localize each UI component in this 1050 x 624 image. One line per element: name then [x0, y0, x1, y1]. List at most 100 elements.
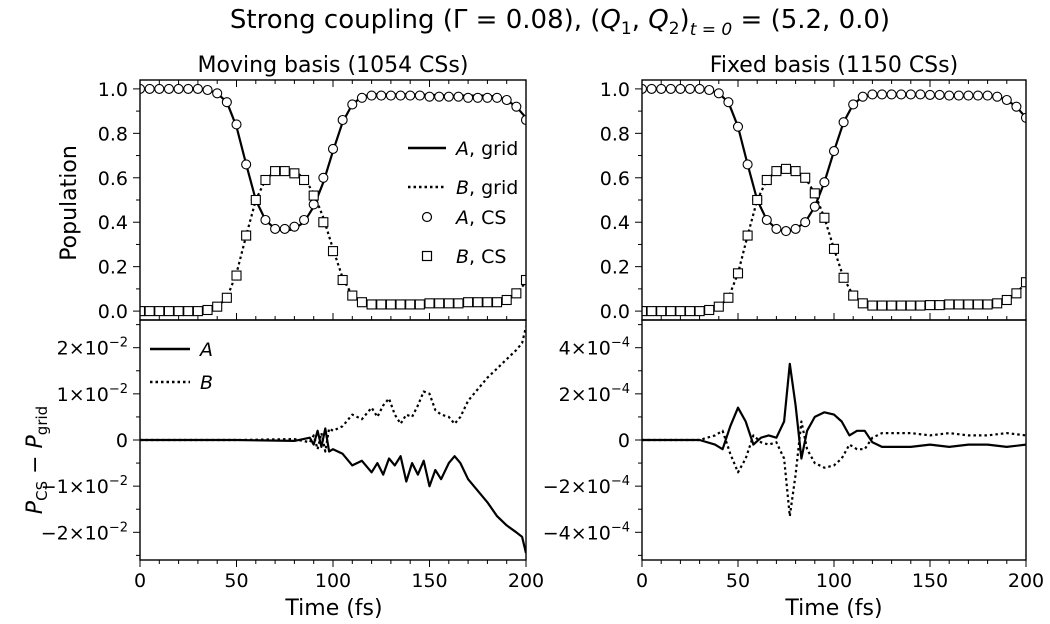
x-tick-label: 100	[315, 570, 351, 592]
legend-marker-a-cs	[421, 211, 433, 223]
marker-b-cs	[982, 299, 993, 310]
marker-a-cs	[434, 91, 445, 102]
marker-b-cs	[742, 230, 753, 241]
series-b-line	[642, 420, 1026, 518]
y-tick-exponent: −4	[611, 520, 630, 535]
marker-b-cs	[896, 300, 907, 311]
marker-a-cs	[501, 94, 512, 106]
marker-a-cs	[642, 83, 648, 94]
legend-label-b: B	[200, 372, 213, 394]
marker-b-cs	[675, 306, 686, 317]
marker-a-cs	[819, 177, 830, 188]
marker-b-cs	[231, 270, 242, 281]
y-tick-mantissa: −2×10	[543, 476, 611, 498]
marker-b-cs	[934, 300, 945, 311]
marker-b-cs	[424, 298, 435, 309]
marker-b-cs	[848, 290, 859, 301]
y-tick-label: 0	[618, 430, 630, 452]
marker-a-cs	[694, 83, 705, 94]
marker-b-cs	[876, 300, 888, 311]
marker-b-cs	[376, 299, 387, 310]
marker-a-cs	[1020, 112, 1026, 123]
marker-b-cs	[828, 243, 840, 254]
marker-a-cs	[405, 90, 416, 101]
marker-a-cs	[1001, 94, 1012, 106]
marker-b-cs	[163, 306, 174, 317]
marker-b-cs	[924, 300, 936, 311]
marker-a-cs	[723, 97, 734, 108]
x-tick-label: 50	[224, 570, 248, 592]
marker-a-cs	[867, 89, 878, 100]
marker-b-cs	[992, 298, 1003, 309]
panel-fixed-population: Fixed basis (1150 CSs) 0.0 0.2 0.4 0.6 0.8 1.0	[600, 53, 1027, 323]
marker-b-cs	[819, 212, 830, 223]
marker-a-cs	[443, 91, 454, 102]
series-a-line	[140, 427, 526, 554]
marker-a-cs	[376, 90, 387, 101]
marker-b-cs	[337, 274, 348, 286]
y-tick-label: 0.2	[98, 257, 128, 279]
y-tick-mantissa: −4×10	[543, 522, 611, 544]
y-tick-label: 0.6	[600, 168, 630, 190]
marker-a-cs	[202, 84, 213, 96]
marker-b-cs	[472, 297, 483, 308]
legend-label-a-cs: A, CS	[454, 207, 506, 229]
series-a-cs-markers	[140, 83, 526, 234]
marker-a-cs	[944, 90, 955, 101]
series-bgrid-line	[642, 167, 1026, 313]
marker-b-cs	[327, 246, 339, 257]
marker-b-cs	[953, 299, 964, 310]
panel-moving-population: Moving basis (1054 CSs) 0.0 0.2 0.4 0.6 0.8 1.…	[98, 53, 527, 323]
marker-a-cs	[963, 90, 974, 101]
plot-area	[140, 326, 526, 554]
marker-a-cs	[1011, 101, 1022, 112]
y-tick-label: −1×10−2	[41, 474, 128, 498]
marker-b-cs	[511, 288, 522, 299]
panel-frame	[641, 319, 1027, 561]
marker-b-cs	[434, 298, 445, 309]
marker-a-cs	[704, 84, 715, 96]
marker-b-cs	[646, 306, 657, 317]
marker-a-cs	[183, 83, 194, 94]
marker-b-cs	[790, 166, 801, 177]
marker-a-cs	[675, 83, 686, 94]
marker-a-cs	[742, 159, 753, 170]
y-tick-label: 2×10−2	[57, 336, 128, 360]
panel-frame	[139, 79, 527, 321]
marker-a-cs	[896, 89, 907, 100]
population-axis-label: Population	[57, 145, 82, 261]
marker-a-cs	[212, 88, 223, 99]
marker-b-cs	[405, 299, 416, 310]
x-tick-label: 150	[912, 570, 948, 592]
marker-a-cs	[279, 223, 290, 234]
marker-a-cs	[886, 89, 897, 100]
marker-a-cs	[800, 217, 811, 228]
y-tick-exponent: −2	[109, 474, 128, 489]
marker-b-cs	[250, 194, 261, 206]
marker-a-cs	[463, 92, 474, 103]
legend-label-b-cs: B, CS	[456, 246, 506, 268]
marker-b-cs	[1020, 277, 1026, 288]
x-axis-label-left: Time (fs)	[284, 596, 382, 621]
marker-a-cs	[953, 90, 964, 101]
marker-a-cs	[491, 92, 503, 103]
series-b-line	[140, 326, 526, 453]
y-tick-label: 0.2	[600, 257, 630, 279]
marker-a-cs	[347, 99, 358, 110]
marker-b-cs	[1001, 294, 1012, 306]
marker-a-cs	[260, 214, 271, 226]
chart-panels: Moving basis (1054 CSs) 0.0 0.2 0.4 0.6 0.8 1.…	[41, 53, 1044, 592]
marker-a-cs	[876, 89, 888, 100]
marker-a-cs	[992, 91, 1003, 102]
marker-a-cs	[221, 97, 232, 108]
x-tick-label: 150	[411, 570, 447, 592]
marker-b-cs	[347, 290, 358, 301]
marker-b-cs	[270, 166, 281, 177]
y-tick-mantissa: −1×10	[41, 476, 109, 498]
marker-b-cs	[723, 292, 734, 303]
y-tick-label: 0.8	[98, 123, 128, 145]
marker-a-cs	[192, 83, 203, 94]
marker-b-cs	[453, 298, 464, 309]
y-tick-mantissa: 0	[116, 430, 128, 452]
